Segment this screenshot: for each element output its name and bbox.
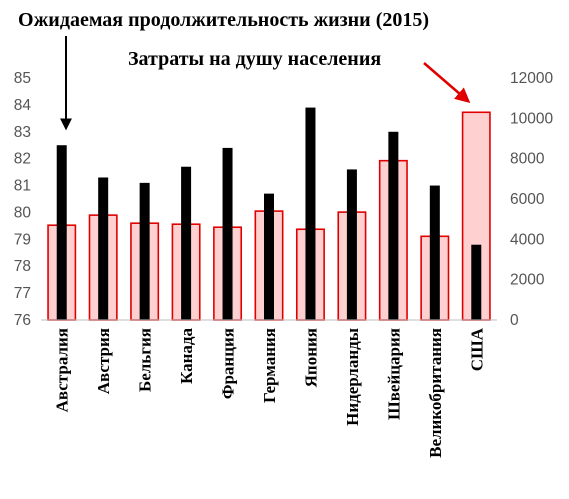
left-tick-label: 83 [14,124,31,141]
life-expectancy-bar [222,147,233,320]
category-labels: Австралия Австрия Бельгия Канада Франция Герм… [53,327,487,458]
life-expectancy-bar [305,107,316,320]
right-tick-label: 12000 [510,70,553,87]
right-tick-label: 8000 [510,151,545,168]
life-expectancy-bar [98,177,109,320]
category-label: Нидерланды [343,328,362,426]
right-tick-label: 2000 [510,272,545,289]
right-tick-label: 0 [510,312,519,329]
left-tick-label: 77 [14,285,31,302]
life-expectancy-bar [429,185,440,320]
left-tick-label: 78 [14,258,31,275]
life-expectancy-bar [346,169,357,320]
right-tick-label: 4000 [510,231,545,248]
left-tick-label: 81 [14,178,31,195]
annotation-spending-arrow [423,62,471,103]
category-label: Бельгия [136,328,155,392]
category-label: Франция [219,328,238,399]
category-label: Австрия [94,328,113,394]
left-tick-label: 84 [14,97,32,114]
category-label: Япония [301,328,320,387]
category-label: США [467,327,486,371]
category-label: Великобритания [426,328,445,458]
right-tick-label: 6000 [510,191,545,208]
life-expectancy-bar [471,244,482,320]
annotation-spending: Затраты на душу населения [128,48,381,70]
life-expectancy-bar [181,166,192,320]
left-tick-label: 76 [14,312,31,329]
right-y-axis: 0 2000 4000 6000 8000 10000 12000 [510,70,553,329]
life-expectancy-bars [56,107,482,320]
life-expectancy-bar [139,182,150,320]
life-expectancy-bar [388,131,399,320]
left-tick-label: 80 [14,204,32,221]
life-expectancy-bar [56,145,67,320]
category-label: Швейцария [384,328,403,420]
left-tick-label: 85 [14,70,31,87]
category-label: Австралия [53,328,72,412]
left-tick-label: 79 [14,231,31,248]
left-y-axis: 76 77 78 79 80 81 82 83 84 85 [14,70,32,329]
category-label: Германия [260,328,279,403]
category-label: Канада [177,328,196,384]
left-tick-label: 82 [14,151,31,168]
annotation-life-expectancy: Ожидаемая продолжительность жизни (2015) [18,9,429,31]
life-expectancy-bar [264,193,274,320]
right-tick-label: 10000 [510,110,553,127]
